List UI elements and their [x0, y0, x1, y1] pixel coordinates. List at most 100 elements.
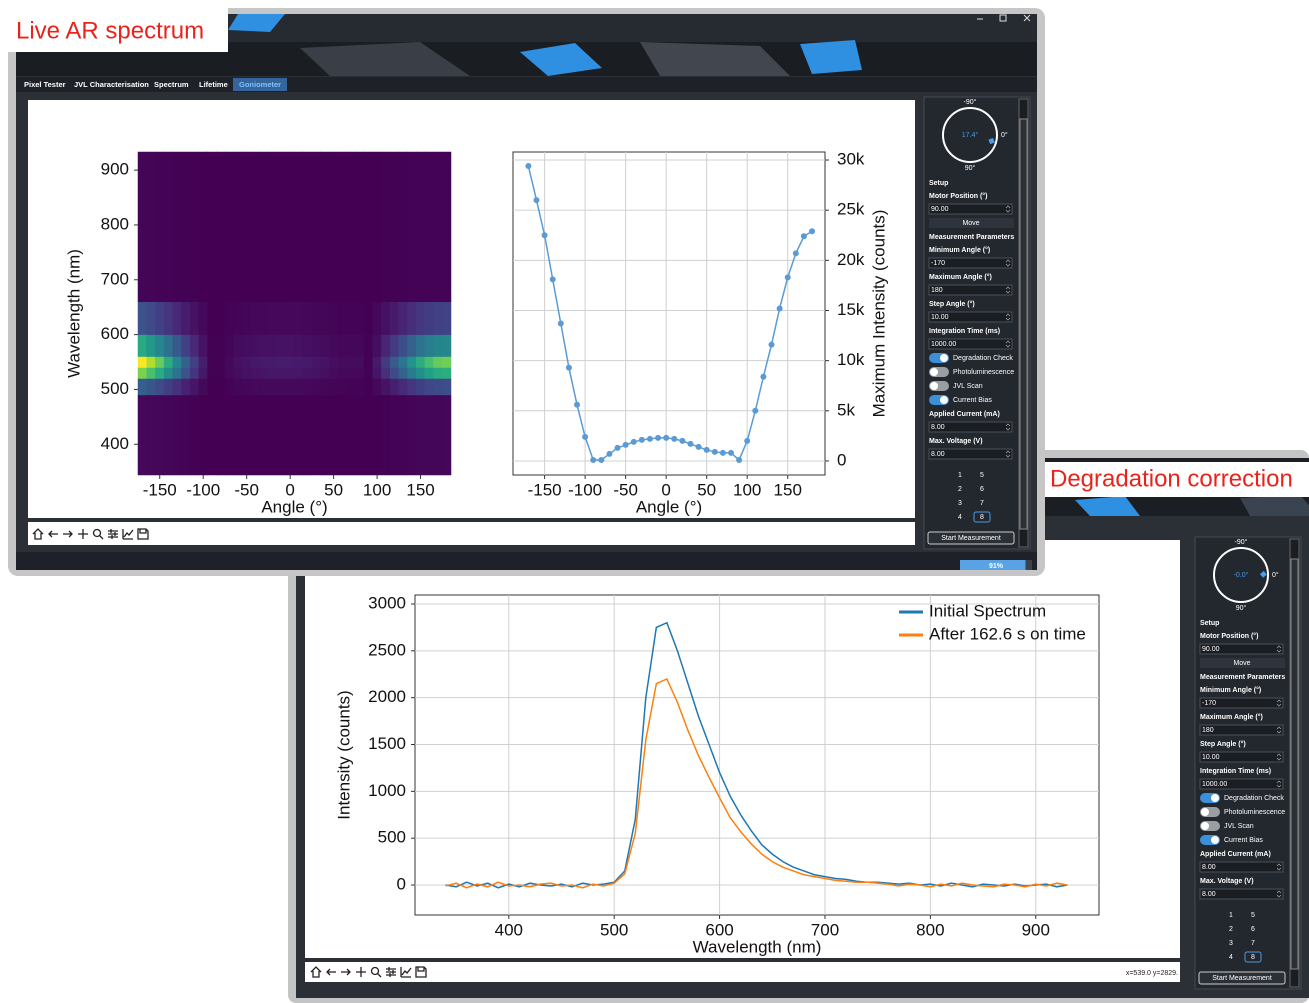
heatmap-cell	[303, 302, 312, 335]
input-value[interactable]: 90.00	[1202, 646, 1220, 653]
input-value[interactable]: 180	[1202, 727, 1214, 734]
y-tick-label: 10k	[837, 350, 865, 369]
keypad-key[interactable]: 4	[958, 514, 962, 521]
heatmap-cell	[181, 368, 190, 379]
heatmap-cell	[434, 335, 443, 357]
heatmap-cell	[399, 378, 408, 394]
keypad-key[interactable]: 8	[980, 514, 984, 521]
keypad-key[interactable]: 5	[980, 472, 984, 479]
heatmap-cell	[173, 395, 182, 475]
input-value[interactable]: 8.00	[1202, 891, 1216, 898]
keypad-key[interactable]: 2	[1229, 926, 1233, 933]
heatmap-cell	[381, 302, 390, 335]
input-value[interactable]: 10.00	[1202, 754, 1220, 761]
scroll-thumb[interactable]	[1291, 559, 1298, 969]
heatmap-cell	[373, 378, 382, 394]
tab[interactable]: Lifetime	[199, 80, 228, 89]
heatmap-cell	[390, 395, 399, 475]
start-label[interactable]: Start Measurement	[941, 535, 1001, 542]
button-label[interactable]: Move	[1233, 660, 1250, 667]
input-value[interactable]: 180	[931, 287, 943, 294]
heatmap-cell	[338, 302, 347, 335]
keypad-key[interactable]: 2	[958, 486, 962, 493]
heatmap-cell	[373, 152, 382, 302]
y-tick-label: 20k	[837, 250, 865, 269]
heatmap-cell	[147, 357, 156, 368]
y-tick-label: 900	[101, 160, 129, 179]
keypad-key[interactable]: 3	[1229, 940, 1233, 947]
keypad-key[interactable]: 8	[1251, 954, 1255, 961]
input-value[interactable]: 8.00	[1202, 864, 1216, 871]
tab[interactable]: Spectrum	[154, 80, 189, 89]
point	[598, 457, 604, 463]
tab[interactable]: JVL Characterisation	[74, 80, 149, 89]
toggle-label[interactable]: Photoluminescence	[1224, 809, 1285, 816]
heatmap-cell	[242, 152, 251, 302]
point	[550, 276, 556, 282]
heatmap-cell	[277, 302, 286, 335]
heatmap-cell	[364, 335, 373, 357]
keypad-key[interactable]: 6	[980, 486, 984, 493]
heatmap-cell	[338, 152, 347, 302]
heatmap-cell	[381, 335, 390, 357]
keypad-key[interactable]: 5	[1251, 912, 1255, 919]
toolbar-icon[interactable]	[108, 529, 118, 539]
keypad-key[interactable]: 7	[980, 500, 984, 507]
heatmap-cell	[381, 368, 390, 379]
x-axis-label: Angle (°)	[261, 497, 327, 516]
keypad-key[interactable]: 1	[1229, 912, 1233, 919]
toggle-label[interactable]: Photoluminescence	[953, 369, 1014, 376]
input-value[interactable]: 1000.00	[1202, 781, 1227, 788]
heatmap-cell	[147, 152, 156, 302]
toggle-knob[interactable]	[1211, 794, 1219, 802]
toggle-knob[interactable]	[930, 382, 938, 390]
heatmap-cell	[399, 368, 408, 379]
heatmap-cell	[251, 152, 260, 302]
input-value[interactable]: 90.00	[931, 206, 949, 213]
start-label[interactable]: Start Measurement	[1212, 975, 1272, 982]
heatmap-cell	[312, 335, 321, 357]
input-value[interactable]: -170	[931, 260, 945, 267]
button-label[interactable]: Move	[962, 220, 979, 227]
heatmap-cell	[225, 152, 234, 302]
input-value[interactable]: 1000.00	[931, 341, 956, 348]
window-live: Pixel Tester JVL Characterisation Spectrum…	[8, 8, 1045, 576]
toggle-knob[interactable]	[1201, 822, 1209, 830]
toolbar-icon[interactable]	[386, 967, 396, 977]
keypad-key[interactable]: 1	[958, 472, 962, 479]
toggle-label[interactable]: Current Bias	[953, 397, 992, 404]
heatmap-cell	[138, 335, 147, 357]
tab[interactable]: Goniometer	[239, 80, 281, 89]
keypad-key[interactable]: 3	[958, 500, 962, 507]
input-value[interactable]: -170	[1202, 700, 1216, 707]
toggle-label[interactable]: Current Bias	[1224, 837, 1263, 844]
toggle-label[interactable]: Degradation Check	[953, 355, 1013, 362]
point	[728, 450, 734, 456]
heatmap-cell	[295, 357, 304, 368]
toggle-knob[interactable]	[1201, 808, 1209, 816]
heatmap-cell	[190, 335, 199, 357]
input-value[interactable]: 8.00	[931, 424, 945, 431]
toggle-label[interactable]: JVL Scan	[953, 383, 983, 390]
heatmap-cell	[216, 302, 225, 335]
scroll-thumb[interactable]	[1020, 119, 1027, 529]
toggle-label[interactable]: Degradation Check	[1224, 795, 1284, 802]
toggle-knob[interactable]	[940, 396, 948, 404]
heatmap-cell	[190, 152, 199, 302]
toggle-knob[interactable]	[1211, 836, 1219, 844]
toggle-label[interactable]: JVL Scan	[1224, 823, 1254, 830]
keypad-key[interactable]: 6	[1251, 926, 1255, 933]
toggle-knob[interactable]	[940, 354, 948, 362]
heatmap-cell	[321, 152, 330, 302]
y-tick-label: 500	[101, 379, 129, 398]
tab[interactable]: Pixel Tester	[24, 80, 66, 89]
point	[663, 435, 669, 441]
heatmap-cell	[260, 152, 269, 302]
point	[639, 437, 645, 443]
heatmap-cell	[251, 395, 260, 475]
input-value[interactable]: 10.00	[931, 314, 949, 321]
keypad-key[interactable]: 7	[1251, 940, 1255, 947]
toggle-knob[interactable]	[930, 368, 938, 376]
keypad-key[interactable]: 4	[1229, 954, 1233, 961]
input-value[interactable]: 8.00	[931, 451, 945, 458]
